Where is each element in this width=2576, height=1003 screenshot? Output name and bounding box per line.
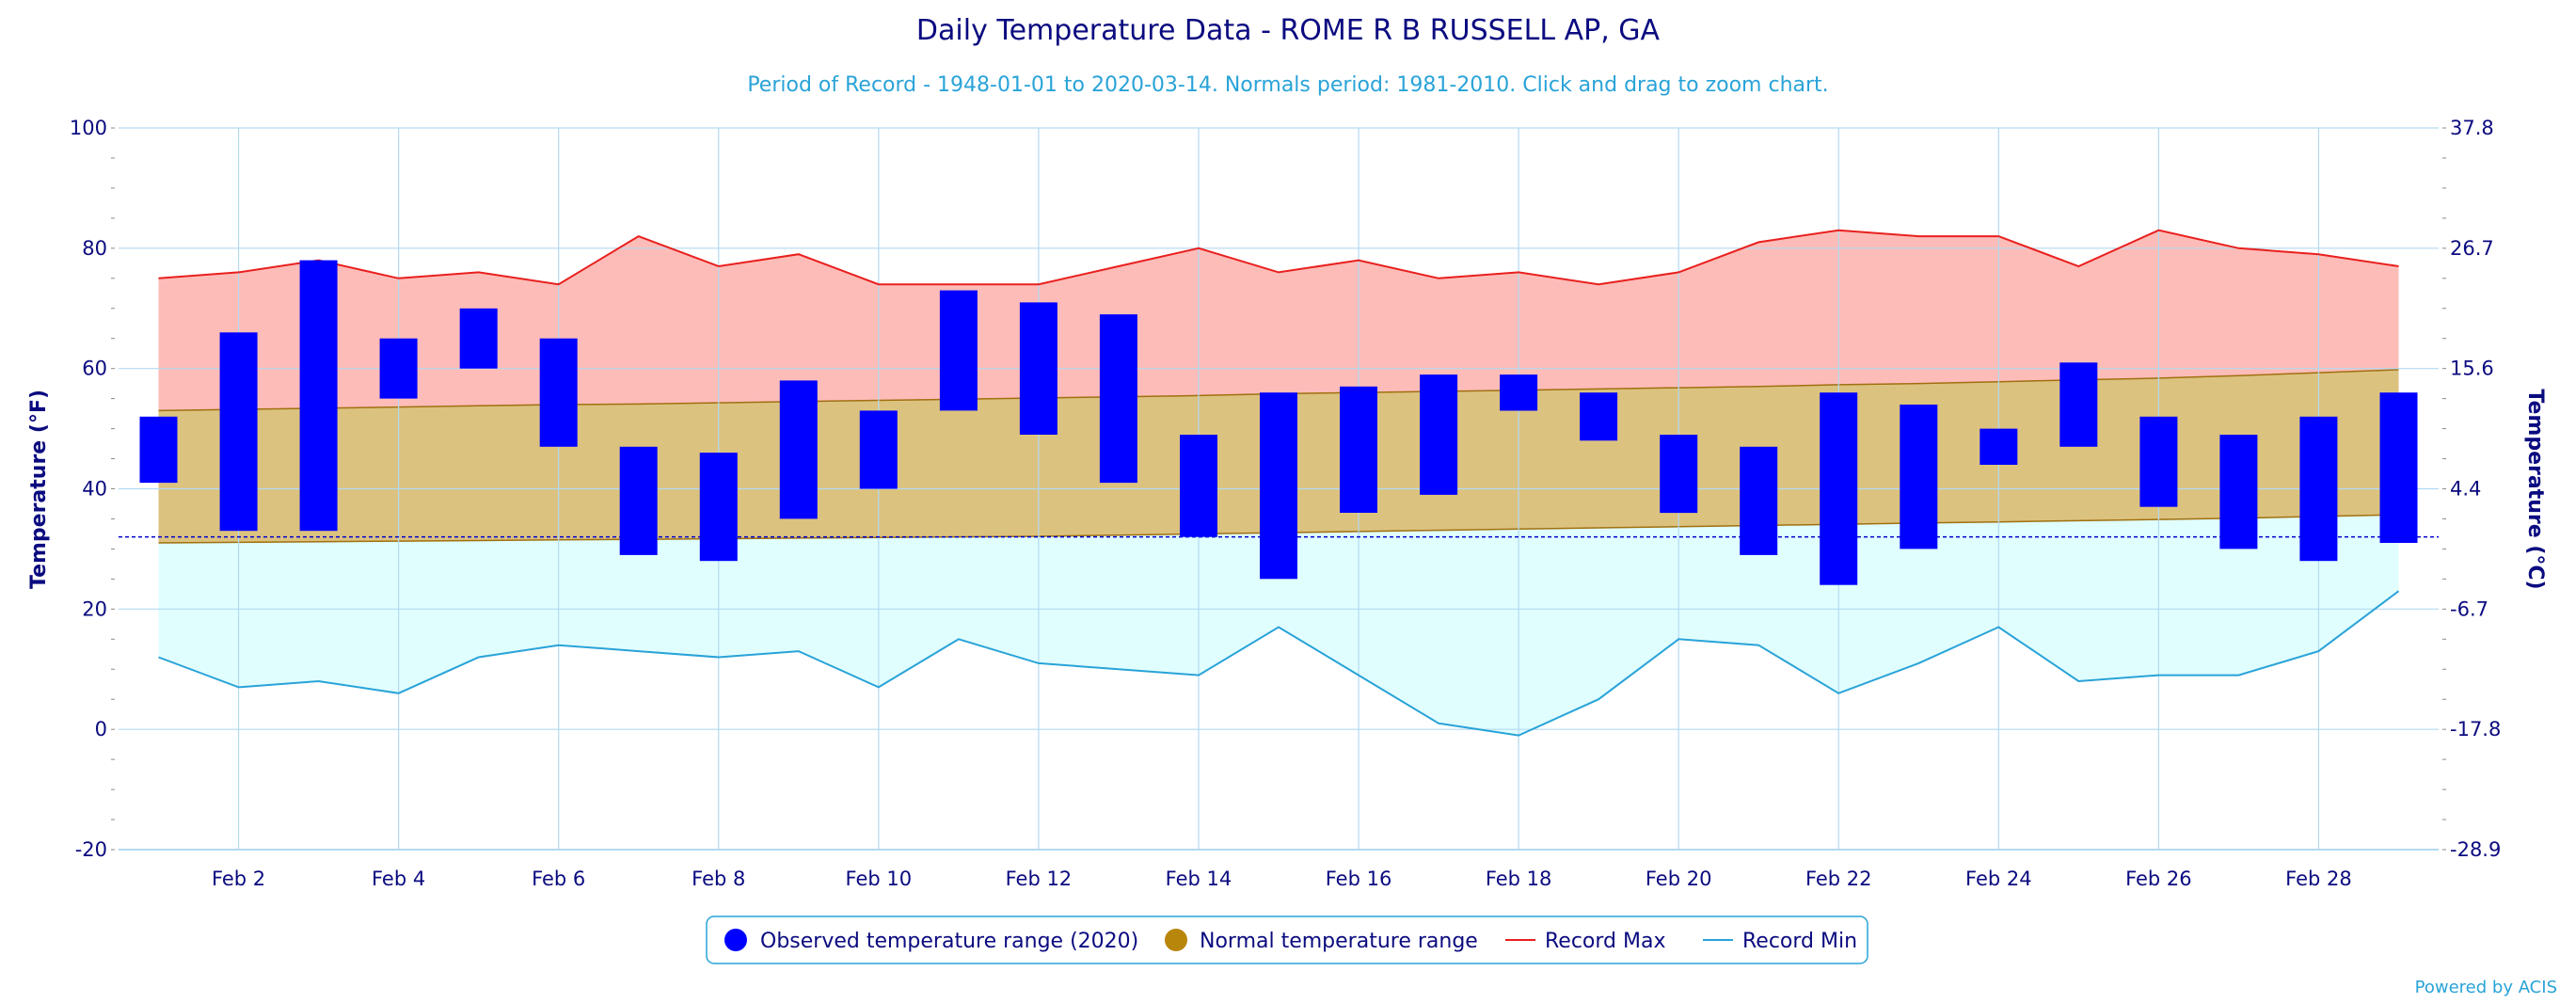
observed-range-bar bbox=[1340, 386, 1377, 513]
observed-range-bar bbox=[1740, 446, 1778, 555]
x-tick-label: Feb 10 bbox=[846, 868, 913, 890]
legend: Observed temperature range (2020) Normal… bbox=[706, 915, 1868, 964]
legend-record-max-label: Record Max bbox=[1545, 930, 1666, 953]
y-tick-label-left: 60 bbox=[82, 358, 107, 380]
observed-range-bar bbox=[539, 338, 578, 447]
x-tick-label: Feb 18 bbox=[1486, 868, 1552, 890]
y-tick-label-right: 4.4 bbox=[2450, 478, 2481, 501]
legend-observed-label: Observed temperature range (2020) bbox=[760, 930, 1138, 953]
observed-range-bar bbox=[1019, 302, 1057, 435]
y-axis-title-right: Temperature (°C) bbox=[2523, 389, 2547, 589]
x-tick-label: Feb 6 bbox=[532, 868, 585, 890]
legend-record-min-label: Record Min bbox=[1742, 930, 1857, 953]
record-min-line bbox=[158, 590, 2400, 737]
legend-box bbox=[706, 915, 1868, 964]
legend-normal-label: Normal temperature range bbox=[1200, 930, 1478, 953]
legend-normal-marker bbox=[1165, 929, 1187, 951]
legend-observed-marker bbox=[724, 929, 747, 951]
observed-range-bar bbox=[1180, 435, 1217, 537]
observed-range-bar bbox=[1900, 405, 1938, 549]
observed-range-bar bbox=[1500, 374, 1538, 411]
x-tick-label: Feb 8 bbox=[692, 868, 745, 890]
observed-range-bar bbox=[2139, 416, 2178, 507]
y-tick-label-left: 100 bbox=[70, 117, 107, 139]
x-tick-label: Feb 14 bbox=[1166, 868, 1232, 890]
legend-item-normal[interactable]: Normal temperature range bbox=[1165, 929, 1478, 953]
observed-range-bar bbox=[1420, 374, 1458, 495]
observed-range-bar bbox=[2299, 416, 2338, 562]
y-tick-label-left: 0 bbox=[95, 718, 107, 740]
observed-range-bar bbox=[1980, 428, 2018, 465]
observed-range-bar bbox=[779, 380, 818, 519]
y-tick-label-right: 15.6 bbox=[2450, 358, 2494, 380]
x-tick-label: Feb 2 bbox=[212, 868, 265, 890]
record-max-line bbox=[158, 229, 2399, 286]
legend-item-record-max[interactable]: Record Max bbox=[1505, 930, 1666, 953]
chart-subtitle: Period of Record - 1948-01-01 to 2020-03… bbox=[747, 73, 1828, 97]
y-tick-label-right: 26.7 bbox=[2450, 237, 2494, 260]
y-tick-label-left: 40 bbox=[82, 478, 107, 501]
observed-range-bar bbox=[1099, 314, 1137, 484]
y-tick-label-right: -28.9 bbox=[2450, 838, 2501, 861]
x-tick-label: Feb 22 bbox=[1805, 868, 1872, 890]
x-tick-label: Feb 24 bbox=[1965, 868, 2032, 890]
chart-title: Daily Temperature Data - ROME R B RUSSEL… bbox=[916, 14, 1661, 47]
y-axis-title-left: Temperature (°F) bbox=[27, 390, 51, 589]
observed-range-bar bbox=[1260, 392, 1297, 580]
observed-range-bar bbox=[939, 290, 978, 411]
y-tick-label-right: 37.8 bbox=[2450, 117, 2494, 139]
legend-item-record-min[interactable]: Record Min bbox=[1703, 930, 1857, 953]
y-tick-label-left: -20 bbox=[75, 838, 107, 861]
x-tick-label: Feb 20 bbox=[1646, 868, 1712, 890]
observed-range-bar bbox=[859, 410, 898, 489]
y-tick-label-left: 20 bbox=[82, 597, 107, 620]
observed-range-bar bbox=[1820, 392, 1858, 585]
observed-range-bar bbox=[2059, 362, 2098, 447]
observed-bars-layer[interactable] bbox=[139, 260, 2418, 585]
observed-range-bar bbox=[299, 260, 338, 532]
y-tick-label-left: 80 bbox=[82, 237, 107, 260]
axes-layer: -20 0 20 40 60 80 100 -28.9 -17.8 -6.7 4.4 15.6 26.7… bbox=[70, 117, 2501, 890]
observed-range-bar bbox=[1580, 392, 1618, 441]
x-tick-label: Feb 12 bbox=[1006, 868, 1073, 890]
observed-range-bar bbox=[2219, 435, 2258, 549]
x-tick-label: Feb 26 bbox=[2125, 868, 2192, 890]
x-tick-label: Feb 16 bbox=[1326, 868, 1392, 890]
observed-range-bar bbox=[379, 338, 418, 399]
legend-item-observed[interactable]: Observed temperature range (2020) bbox=[724, 929, 1138, 953]
x-tick-label: Feb 4 bbox=[372, 868, 425, 890]
observed-range-bar bbox=[139, 416, 178, 484]
observed-range-bar bbox=[699, 453, 738, 562]
y-tick-label-right: -6.7 bbox=[2450, 597, 2489, 620]
observed-range-bar bbox=[459, 308, 498, 369]
observed-range-bar bbox=[1660, 435, 1698, 514]
observed-range-bar bbox=[619, 446, 658, 555]
observed-range-bar bbox=[2379, 392, 2418, 543]
credit-link[interactable]: Powered by ACIS bbox=[2415, 978, 2557, 997]
observed-range-bar bbox=[219, 332, 258, 532]
x-tick-label: Feb 28 bbox=[2285, 868, 2352, 890]
y-tick-label-right: -17.8 bbox=[2450, 718, 2501, 740]
